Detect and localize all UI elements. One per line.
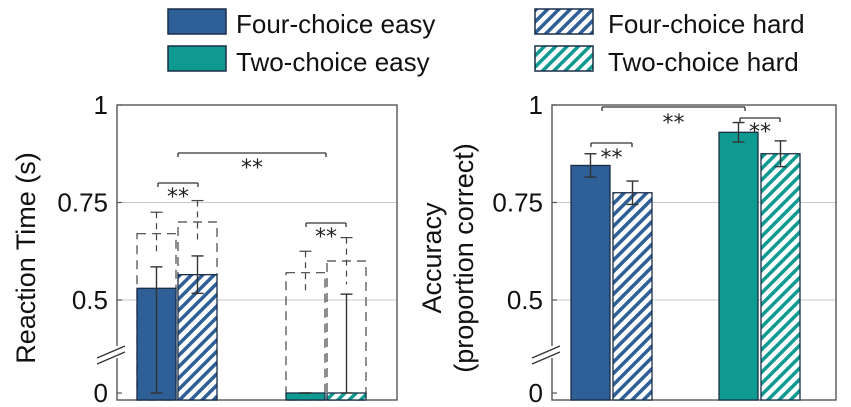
solid-bar-two-choice-easy [718,131,759,401]
y-tick-label: 1 [529,90,543,120]
significance-stars: ** [749,120,771,145]
legend-label-two-choice-hard: Two-choice hard [608,47,799,77]
bar-four-choice-easy [136,211,177,401]
legend-item-two-choice-hard: Two-choice hard [534,45,799,77]
y-tick-label: 0 [529,378,543,407]
solid-bar-two-choice-hard [760,153,801,401]
significance-bracket: ** [305,222,347,250]
dashed-bar-two-choice-easy [285,272,326,401]
significance-bracket: ** [601,106,746,136]
legend-label-four-choice-hard: Four-choice hard [608,9,805,39]
y-axis-label: Accuracy(proportion correct) [417,143,479,373]
legend-label-four-choice-easy: Four-choice easy [236,9,435,39]
bar-four-choice-hard [612,180,653,401]
bar-two-choice-hard [760,140,801,401]
significance-stars: ** [241,156,263,181]
solid-bar-two-choice-easy [285,392,326,401]
y-tick-label: 0.5 [72,285,108,315]
significance-stars: ** [167,185,189,210]
significance-stars: ** [315,225,337,250]
y-axis-label: Reaction Time (s) [11,152,41,364]
legend-item-four-choice-easy: Four-choice easy [167,8,435,39]
legend-item-two-choice-easy: Two-choice easy [167,45,430,77]
legend-swatch-four-choice-hard [534,8,594,35]
legend-swatch-two-choice-hard [534,45,594,72]
bar-two-choice-easy [285,250,326,401]
y-tick-label: 0.75 [492,188,543,218]
legend-item-four-choice-hard: Four-choice hard [534,8,805,39]
significance-bracket: ** [157,182,199,210]
significance-stars: ** [663,111,685,136]
significance-bracket: ** [590,142,633,171]
legend-swatch-four-choice-easy [167,8,227,35]
significance-bracket: ** [739,117,781,145]
plot-frame [116,104,398,401]
bar-four-choice-hard [177,199,218,401]
axis-break-mark [96,345,131,365]
bar-four-choice-easy [570,153,611,401]
y-tick-label: 0 [94,378,108,407]
accuracy-panel: 1 0.75 0.5 0 Accuracy(proportion correct) ** *… [417,90,837,407]
significance-bracket: ** [177,152,327,181]
solid-bar-two-choice-hard [326,392,367,401]
axis-break-mark [531,345,566,365]
y-tick-label: 0.5 [507,285,543,315]
reaction-time-panel: 1 0.75 0.5 0 Reaction Time (s) ** ** ** [11,90,398,407]
legend-swatch-two-choice-easy [167,45,227,72]
significance-stars: ** [601,146,623,171]
solid-bar-four-choice-hard [612,192,653,401]
plot-frame [551,104,837,401]
legend: Four-choice easy Four-choice hard Two-ch… [167,8,805,77]
legend-label-two-choice-easy: Two-choice easy [236,47,430,77]
y-tick-label: 1 [94,90,108,120]
bar-two-choice-hard [326,237,367,401]
bar-two-choice-easy [718,121,759,401]
solid-bar-four-choice-easy [570,164,611,401]
y-tick-label: 0.75 [57,188,108,218]
